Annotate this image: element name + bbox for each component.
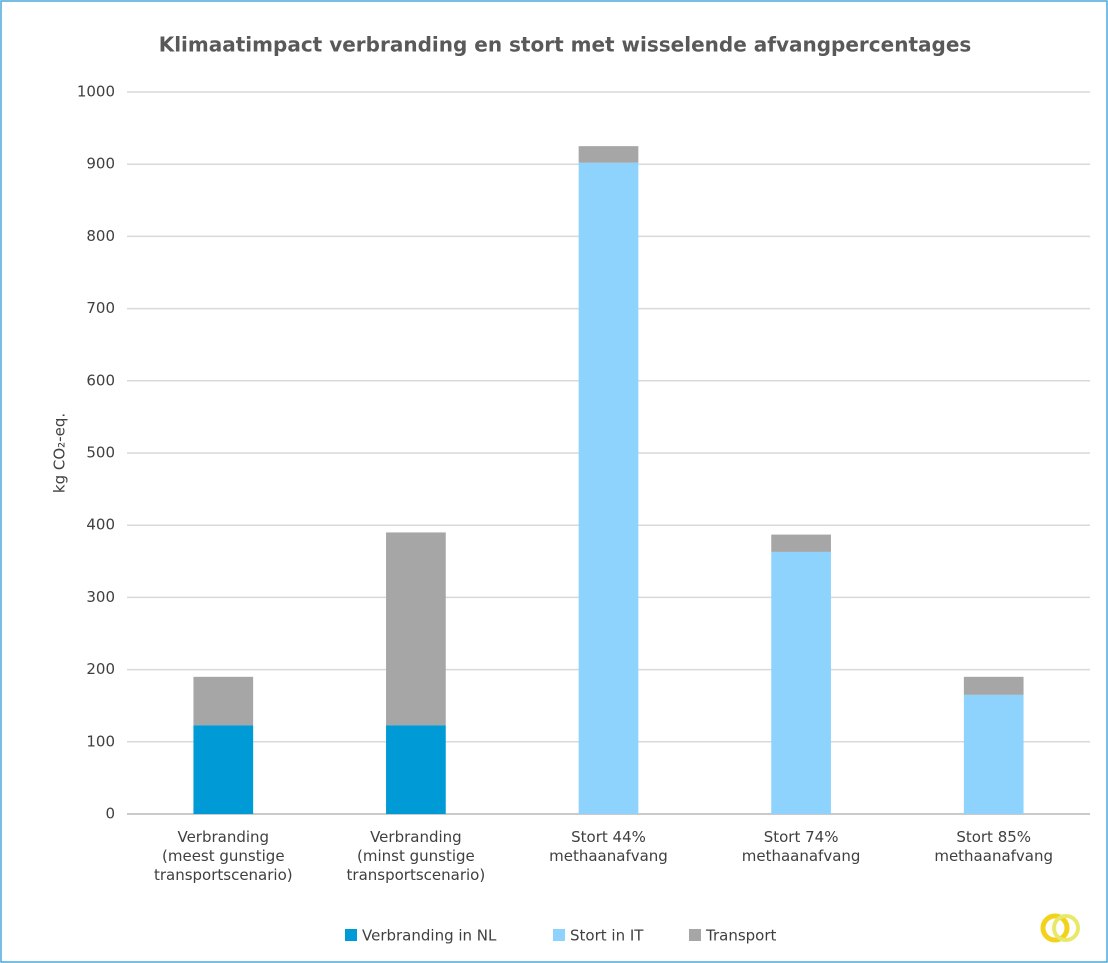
y-tick-label: 800 [86,227,115,245]
y-tick-label: 400 [86,516,115,534]
y-tick-label: 900 [86,155,115,173]
x-tick-label: Stort 74% methaanafvang [741,828,861,865]
x-tick-label: Verbranding (meest gunstige transportsce… [153,828,293,884]
bar-segment [578,146,639,163]
bar-segment [193,676,254,726]
y-tick-label: 1000 [77,83,115,101]
bar-segment [386,532,446,726]
y-tick-label: 0 [105,805,115,823]
logo [1040,913,1080,943]
y-tick-label: 100 [86,732,115,750]
bar-segment [963,694,1024,814]
y-tick-label: 200 [86,660,115,678]
y-tick-label: 300 [86,588,115,606]
chart-title: Klimaatimpact verbranding en stort met w… [159,33,972,57]
y-tick-label: 700 [86,299,115,317]
bar-segment [771,534,831,552]
x-tick-label: Stort 85% methaanafvang [934,828,1054,865]
y-tick-label: 600 [86,371,115,389]
bar-segment [963,676,1024,695]
bar-segment [386,725,446,814]
bar-segment [578,162,639,815]
bar-segment [193,725,254,814]
bar-segment [771,551,831,814]
x-tick-label: Verbranding (minst gunstige transportsce… [346,828,486,884]
y-axis-label: kg CO₂-eq. [51,413,69,493]
legend-swatch [689,929,701,941]
y-tick-label: 500 [86,444,115,462]
legend-swatch [345,929,357,941]
legend-label: Transport [705,927,777,945]
legend-label: Stort in IT [570,927,644,945]
legend-label: Verbranding in NL [362,927,497,945]
x-tick-label: Stort 44% methaanafvang [549,828,668,865]
legend-swatch [553,929,565,941]
